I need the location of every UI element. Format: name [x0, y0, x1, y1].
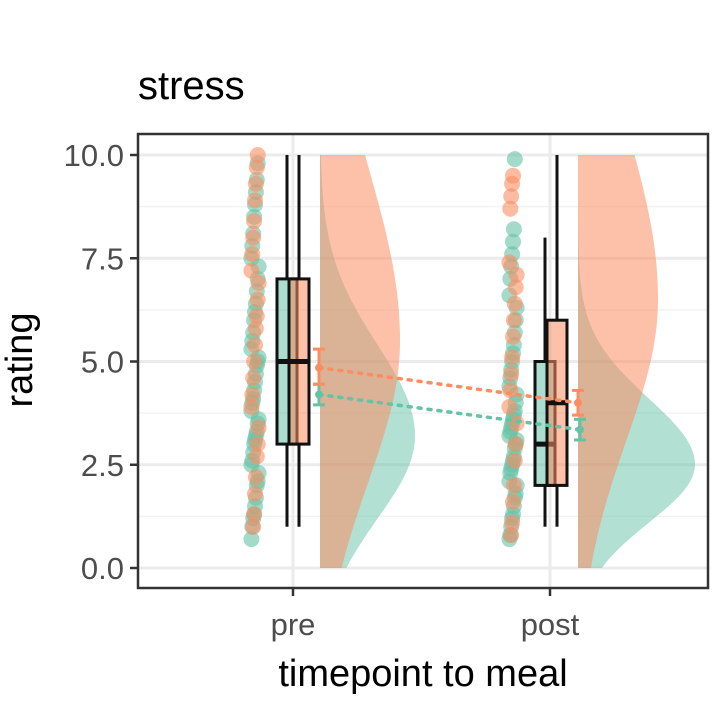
y-axis-label: rating	[0, 312, 41, 407]
data-point	[507, 436, 524, 453]
density-clouds	[320, 155, 695, 568]
data-point	[247, 192, 263, 209]
mean-point	[315, 363, 323, 372]
data-point	[501, 398, 518, 415]
data-point	[505, 167, 521, 184]
data-point	[506, 452, 523, 469]
mean-point	[576, 425, 584, 434]
data-point	[508, 415, 525, 432]
mean-connector	[317, 365, 580, 405]
data-point	[250, 419, 267, 436]
data-point	[249, 147, 266, 163]
data-point	[246, 213, 263, 230]
boxplots	[275, 155, 569, 527]
y-tick-label: 5.0	[81, 345, 124, 380]
mean-markers	[313, 347, 586, 442]
data-point	[247, 337, 263, 353]
data-point	[245, 370, 262, 386]
data-point	[505, 233, 521, 250]
data-point	[247, 175, 264, 192]
mean-point	[315, 390, 323, 399]
data-point	[248, 308, 265, 325]
chart-title: stress	[138, 64, 245, 108]
x-tick-label-pre: pre	[271, 607, 316, 642]
data-point	[247, 469, 264, 486]
data-point	[505, 312, 522, 329]
data-point	[502, 200, 519, 217]
mean-connector	[317, 392, 582, 432]
data-point	[503, 188, 520, 205]
data-point	[505, 221, 522, 238]
y-tick-label: 7.5	[81, 241, 124, 276]
mean-point	[574, 398, 582, 407]
data-point	[243, 398, 260, 415]
data-point	[250, 275, 267, 291]
mean-ci-pre	[313, 347, 325, 386]
density-post-orange	[578, 155, 658, 568]
x-axis-label: timepoint to meal	[278, 653, 567, 695]
data-point	[502, 382, 519, 399]
density-pre-orange	[320, 155, 400, 568]
y-axis-ticks: 0.0 2.5 5.0 7.5 10.0	[64, 138, 138, 586]
x-tick-label-post: post	[521, 607, 580, 642]
data-point	[244, 386, 261, 403]
data-point	[506, 151, 523, 168]
y-tick-label: 10.0	[64, 138, 124, 173]
data-point	[506, 295, 523, 312]
data-point	[505, 493, 521, 510]
data-point	[248, 159, 265, 176]
data-point	[249, 436, 266, 453]
y-tick-label: 0.0	[81, 551, 124, 586]
data-point	[248, 448, 265, 465]
data-point	[504, 514, 521, 531]
data-point	[505, 477, 522, 494]
data-point	[246, 353, 263, 370]
mean-ci-post	[574, 417, 586, 442]
data-point	[247, 485, 263, 502]
boxplot-pre-orange	[287, 155, 311, 527]
data-point	[505, 328, 521, 345]
mean-ci-post	[572, 388, 584, 417]
data-point	[245, 229, 262, 246]
y-tick-label: 2.5	[81, 448, 124, 483]
data-point	[507, 279, 524, 296]
data-point	[249, 291, 266, 308]
data-point	[247, 320, 264, 337]
data-point	[508, 266, 525, 283]
x-axis-ticks: pre post	[271, 588, 580, 642]
data-point	[243, 531, 260, 548]
data-point	[246, 506, 263, 523]
data-point	[503, 527, 520, 543]
data-point	[244, 246, 261, 263]
rain-points	[243, 147, 525, 548]
data-point	[245, 518, 262, 535]
data-point	[504, 349, 521, 366]
data-point	[501, 254, 518, 271]
data-point	[243, 262, 260, 279]
data-point	[503, 365, 520, 382]
